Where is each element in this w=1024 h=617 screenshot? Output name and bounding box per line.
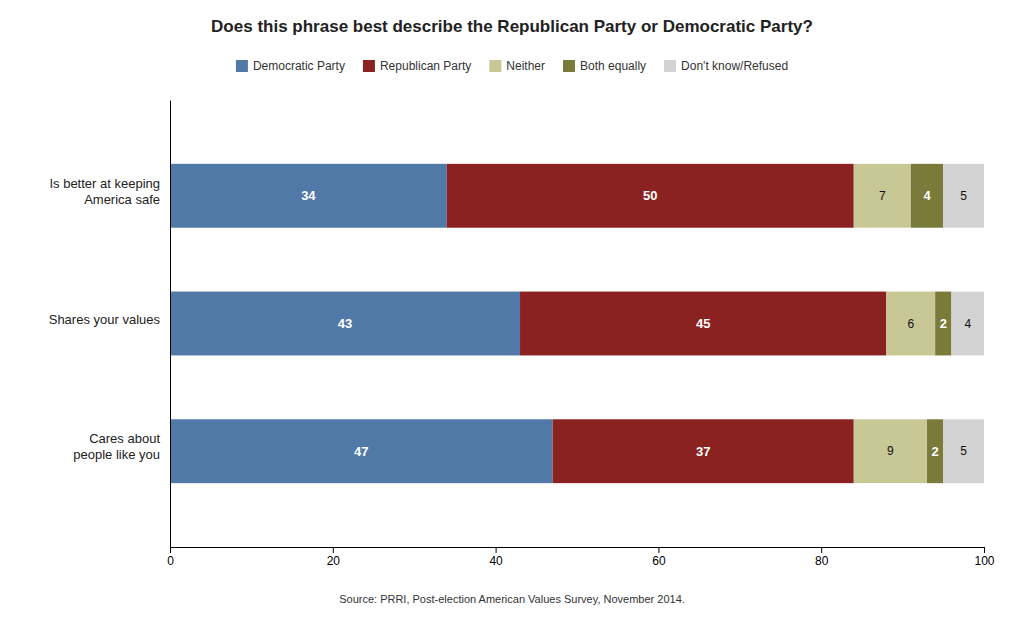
legend-label: Republican Party bbox=[380, 59, 471, 73]
bar bbox=[943, 419, 984, 483]
chart-container: Does this phrase best describe the Repub… bbox=[0, 0, 1024, 617]
y-tick-label: Shares your values bbox=[49, 312, 161, 327]
y-axis-line bbox=[170, 101, 171, 548]
annotation: Source: PRRI, Post-election American Val… bbox=[339, 593, 685, 605]
y-tick: Cares aboutpeople like you bbox=[73, 431, 160, 462]
y-tick-label: Cares aboutpeople like you bbox=[73, 431, 160, 462]
data-label: 5 bbox=[960, 444, 967, 458]
y-axis: Is better at keepingAmerica safe Shares y… bbox=[49, 101, 171, 548]
legend-item: Democratic Party bbox=[236, 59, 345, 73]
bars bbox=[170, 164, 984, 483]
x-tick: 40 bbox=[489, 547, 503, 568]
legend-label: Democratic Party bbox=[253, 59, 345, 73]
x-tick: 100 bbox=[974, 547, 994, 568]
x-tick-label: 60 bbox=[652, 554, 666, 568]
x-tick-mark bbox=[984, 547, 985, 553]
bar bbox=[935, 292, 951, 356]
x-tick-mark bbox=[333, 547, 334, 553]
data-label: 4 bbox=[923, 188, 931, 203]
y-tick: Shares your values bbox=[49, 312, 161, 327]
legend-swatch bbox=[563, 60, 575, 72]
y-tick-label-line: Cares about bbox=[89, 431, 160, 446]
data-label: 45 bbox=[696, 316, 710, 331]
legend-label: Neither bbox=[506, 59, 545, 73]
x-tick-mark bbox=[496, 547, 497, 553]
x-tick: 60 bbox=[652, 547, 666, 568]
data-label: 6 bbox=[907, 317, 914, 331]
data-label: 43 bbox=[338, 316, 352, 331]
bar bbox=[854, 164, 911, 228]
series-bars bbox=[943, 164, 984, 483]
bar bbox=[927, 419, 943, 483]
legend-swatch bbox=[363, 60, 375, 72]
data-label: 2 bbox=[932, 444, 939, 459]
x-axis: 0 20 40 60 80 100 bbox=[167, 547, 995, 568]
y-tick-label: Is better at keepingAmerica safe bbox=[49, 176, 160, 207]
bar bbox=[520, 292, 886, 356]
x-tick-label: 80 bbox=[815, 554, 829, 568]
data-label: 5 bbox=[960, 189, 967, 203]
x-tick-mark bbox=[821, 547, 822, 553]
bar bbox=[447, 164, 854, 228]
bar bbox=[170, 292, 520, 356]
data-label: 47 bbox=[354, 444, 368, 459]
x-tick: 80 bbox=[815, 547, 829, 568]
data-label: 9 bbox=[887, 444, 894, 458]
bar bbox=[943, 164, 984, 228]
legend-swatch bbox=[236, 60, 248, 72]
data-label: 2 bbox=[940, 316, 947, 331]
series-bars bbox=[447, 164, 887, 483]
bar bbox=[854, 419, 927, 483]
bar bbox=[886, 292, 935, 356]
x-tick: 20 bbox=[327, 547, 341, 568]
legend-item: Neither bbox=[489, 59, 545, 73]
title: Does this phrase best describe the Repub… bbox=[211, 17, 813, 36]
legend-label: Don't know/Refused bbox=[681, 59, 788, 73]
data-label: 7 bbox=[879, 189, 886, 203]
data-label: 50 bbox=[643, 188, 657, 203]
bar bbox=[170, 164, 447, 228]
plot-area: 344347504537769422545020406080100Is bett… bbox=[49, 101, 995, 568]
legend-item: Both equally bbox=[563, 59, 646, 73]
y-tick-label-line: people like you bbox=[73, 447, 160, 462]
data-label: 4 bbox=[964, 317, 971, 331]
x-axis-line bbox=[171, 548, 985, 554]
x-tick-mark bbox=[658, 547, 659, 553]
x-tick: 0 bbox=[167, 547, 174, 568]
y-tick: Is better at keepingAmerica safe bbox=[49, 176, 160, 207]
bar bbox=[170, 419, 553, 483]
bar bbox=[951, 292, 984, 356]
legend-item: Republican Party bbox=[363, 59, 471, 73]
bar bbox=[553, 419, 854, 483]
legend-swatch bbox=[664, 60, 676, 72]
y-tick-label-line: Is better at keeping bbox=[49, 176, 160, 191]
y-tick-label-line: Shares your values bbox=[49, 312, 161, 327]
x-tick-label: 40 bbox=[489, 554, 503, 568]
legend: Democratic Party Republican Party Neither B… bbox=[236, 59, 788, 73]
x-tick-label: 100 bbox=[974, 554, 994, 568]
data-label: 34 bbox=[301, 188, 316, 203]
legend-item: Don't know/Refused bbox=[664, 59, 788, 73]
bar bbox=[911, 164, 944, 228]
x-tick-label: 0 bbox=[167, 554, 174, 568]
legend-label: Both equally bbox=[580, 59, 646, 73]
legend-swatch bbox=[489, 60, 501, 72]
x-tick-label: 20 bbox=[327, 554, 341, 568]
data-label: 37 bbox=[696, 444, 710, 459]
data-labels: 344347504537769422545 bbox=[301, 188, 971, 458]
x-tick-mark bbox=[170, 547, 171, 553]
y-tick-label-line: America safe bbox=[84, 192, 160, 207]
chart-svg: Does this phrase best describe the Repub… bbox=[0, 0, 1024, 617]
